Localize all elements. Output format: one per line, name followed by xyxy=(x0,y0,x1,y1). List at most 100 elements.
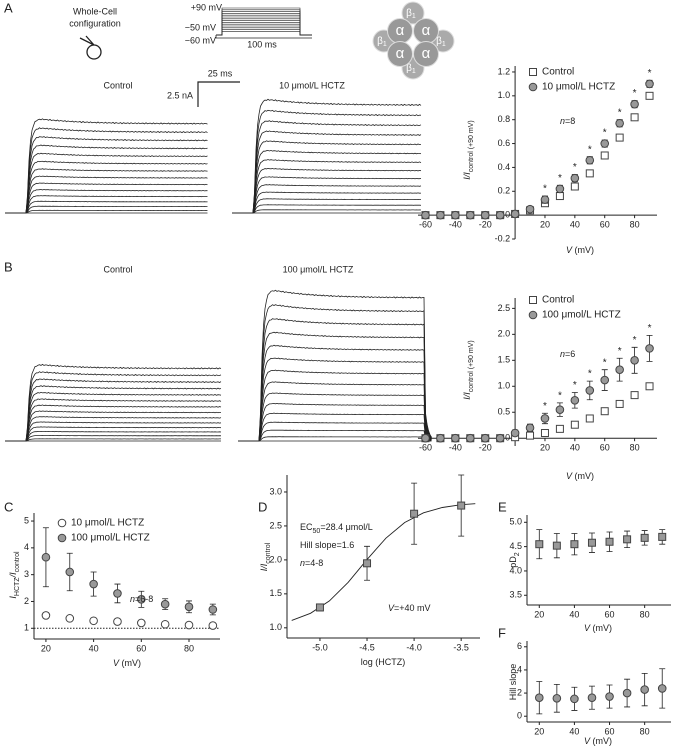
data-point xyxy=(640,533,649,542)
significance-star: * xyxy=(633,335,637,346)
data-point xyxy=(41,611,51,620)
label-part: (mV) xyxy=(119,658,141,668)
legend-marker xyxy=(57,518,67,528)
current-trace xyxy=(232,120,422,214)
label-part: n xyxy=(560,349,565,359)
current-trace xyxy=(5,118,208,214)
data-point xyxy=(451,210,460,220)
significance-star: * xyxy=(543,401,547,412)
data-point xyxy=(495,210,505,220)
data-point xyxy=(622,688,632,698)
panel-label: D xyxy=(258,499,267,514)
x-tick-label: 60 xyxy=(600,443,610,453)
beta-subunit xyxy=(401,1,425,25)
pipette-cell xyxy=(86,44,102,60)
data-point xyxy=(465,433,475,443)
current-trace xyxy=(232,130,422,214)
y-tick-label: 3.5 xyxy=(509,590,522,600)
data-point xyxy=(570,694,579,704)
label-part: Hill slope=1.6 xyxy=(300,540,354,550)
label-part: I/I xyxy=(462,392,472,400)
x-tick-label: -20 xyxy=(479,443,492,453)
y-tick-label: 4.5 xyxy=(509,541,522,551)
x-tick-label: 40 xyxy=(569,726,579,736)
significance-star: * xyxy=(603,357,607,368)
annotation: n=4-8 xyxy=(300,558,323,568)
x-tick-label: -4.5 xyxy=(359,642,375,652)
protocol-level: −50 mV xyxy=(185,22,216,32)
label-part: (mV) xyxy=(590,623,612,633)
significance-star: * xyxy=(558,173,562,184)
current-trace xyxy=(232,176,422,214)
y-tick-label: 2.5 xyxy=(269,520,282,530)
data-point xyxy=(457,501,466,510)
label-part: log (HCTZ) xyxy=(361,657,406,667)
current-trace xyxy=(5,152,208,214)
current-trace xyxy=(232,109,422,214)
current-trace xyxy=(5,195,208,214)
y-tick-label: 3 xyxy=(24,569,29,579)
panel-label: B xyxy=(4,259,13,274)
label-part: 2 xyxy=(514,552,521,556)
data-point xyxy=(605,692,614,701)
current-trace xyxy=(238,318,432,442)
y-tick-label: 1.0 xyxy=(498,381,511,391)
data-point xyxy=(113,589,122,598)
data-point xyxy=(436,210,445,220)
protocol-step xyxy=(216,14,312,36)
y-tick-label: 1.2 xyxy=(498,66,511,76)
current-trace xyxy=(5,416,222,442)
current-trace xyxy=(238,429,432,442)
alpha-subunit xyxy=(387,41,413,67)
label-part: EC xyxy=(300,522,313,532)
current-trace xyxy=(232,184,422,214)
data-point xyxy=(160,599,170,609)
panel-label: E xyxy=(498,499,507,514)
data-point xyxy=(495,433,505,443)
data-point xyxy=(600,407,609,416)
label-part: =6-8 xyxy=(135,594,153,604)
current-trace xyxy=(232,204,422,214)
current-trace xyxy=(5,430,222,442)
data-point xyxy=(184,602,194,612)
x-tick-label: 80 xyxy=(630,220,640,230)
data-point xyxy=(630,99,639,109)
label-part: (mV) xyxy=(590,736,612,746)
trace-label: Control xyxy=(103,80,132,90)
current-trace xyxy=(5,391,222,442)
current-trace xyxy=(238,304,432,442)
current-trace xyxy=(232,149,422,214)
current-trace xyxy=(5,189,208,214)
pipette xyxy=(79,35,95,46)
data-point xyxy=(535,540,544,549)
data-point xyxy=(526,431,535,440)
chart: 20 40 60 80 1 2 3 4 5 V (mV) IHCTZ/Icontrol 10 μmol… xyxy=(8,513,220,668)
current-trace xyxy=(5,426,222,442)
alpha-label: α xyxy=(422,22,431,39)
y-axis-label: I/Icontrol (+90 mV) xyxy=(462,340,475,399)
x-tick-label: 20 xyxy=(534,726,544,736)
current-traces xyxy=(5,98,432,442)
current-trace xyxy=(5,398,222,442)
legend-marker xyxy=(528,82,538,92)
beta-index: 1 xyxy=(412,68,416,75)
data-point xyxy=(555,184,565,194)
chart: -60 -40 -20 20 40 60 80 0 0.5 1.0 1.5 2.0 2.5 V (mV) I… xyxy=(418,295,657,481)
data-point xyxy=(630,113,639,122)
label-part: V xyxy=(388,603,395,613)
protocol-step xyxy=(216,29,312,36)
x-tick-label: 40 xyxy=(570,220,580,230)
data-point xyxy=(585,169,594,178)
label-part: n xyxy=(560,116,565,126)
current-trace xyxy=(5,438,221,442)
y-tick-label: 2.0 xyxy=(498,329,511,339)
current-trace xyxy=(238,289,432,442)
x-tick-label: -40 xyxy=(449,443,462,453)
legend-marker xyxy=(57,533,67,543)
current-trace xyxy=(238,357,432,442)
y-tick-label: 2 xyxy=(24,596,29,606)
data-point xyxy=(525,423,535,433)
label-part: V xyxy=(566,245,573,255)
label-part: control (+90 mV) xyxy=(468,120,475,172)
y-tick-label: 4 xyxy=(24,542,29,552)
